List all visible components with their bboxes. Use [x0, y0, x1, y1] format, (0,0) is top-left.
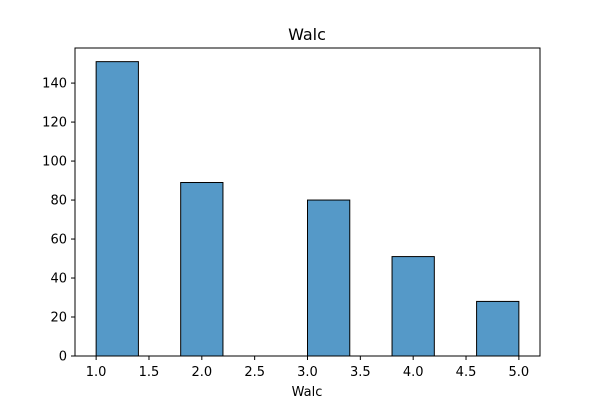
bars-group: [95, 61, 520, 357]
bar-0: [95, 61, 139, 357]
plot-frame: [74, 47, 541, 357]
y-axis-ticks: 0 20 40 60 80 100 120 140: [42, 77, 75, 365]
bar-7: [391, 256, 435, 357]
x-tick-label-7: 4.5: [456, 365, 477, 380]
x-tick-label-6: 4.0: [403, 365, 424, 380]
x-tick-label-2: 2.0: [191, 365, 212, 380]
x-tick-label-0: 1.0: [86, 365, 107, 380]
bar-9: [476, 300, 520, 357]
y-tick-label-0: 0: [59, 350, 67, 365]
y-tick-label-5: 100: [42, 155, 67, 170]
y-tick-label-4: 80: [50, 194, 67, 209]
y-tick-label-2: 40: [50, 272, 67, 287]
x-axis-label: Walc: [292, 385, 323, 400]
y-tick-label-3: 60: [50, 233, 67, 248]
bar-5: [307, 199, 351, 357]
x-tick-label-3: 2.5: [244, 365, 265, 380]
bar-2: [180, 182, 224, 357]
y-tick-label-6: 120: [42, 116, 67, 131]
x-tick-label-8: 5.0: [509, 365, 530, 380]
y-tick-label-7: 140: [42, 77, 67, 92]
chart-title: Walc: [288, 25, 326, 44]
x-axis-ticks: 1.0 1.5 2.0 2.5 3.0 3.5 4.0 4.5 5.0: [86, 356, 529, 380]
x-tick-label-4: 3.0: [297, 365, 318, 380]
y-tick-label-1: 20: [50, 311, 67, 326]
x-tick-label-1: 1.5: [139, 365, 160, 380]
x-tick-label-5: 3.5: [350, 365, 371, 380]
